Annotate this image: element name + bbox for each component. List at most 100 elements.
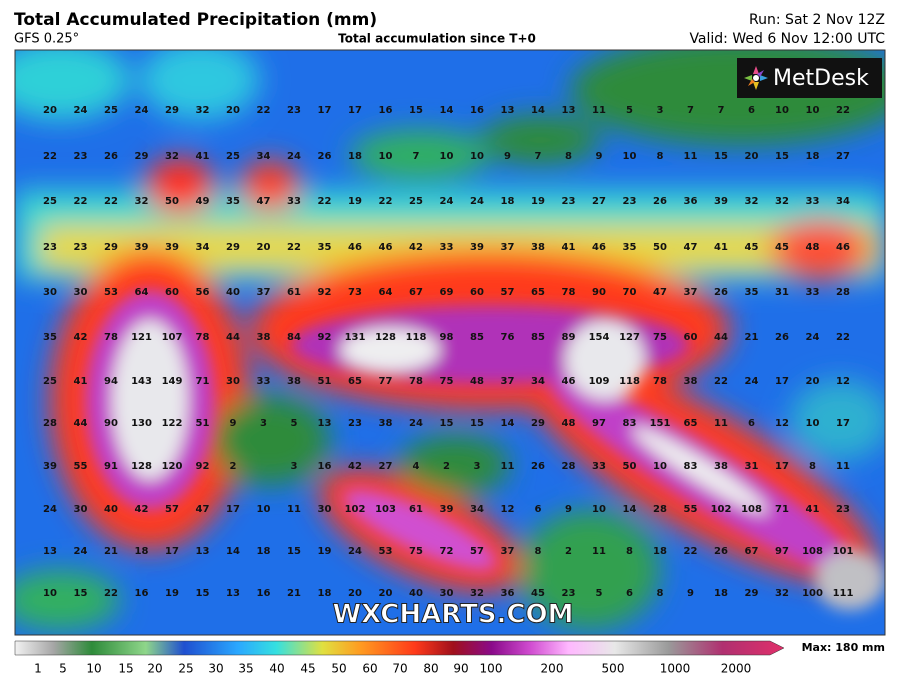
grid-value: 41 [74,376,88,387]
grid-value: 56 [196,287,210,298]
grid-value: 6 [535,504,542,515]
colorbar-label: 25 [178,662,193,676]
grid-value: 10 [775,105,789,116]
colorbar-label: 50 [331,662,346,676]
grid-value: 20 [257,242,271,253]
grid-value: 3 [474,461,481,472]
grid-value: 53 [379,546,393,557]
colorbar-label: 20 [147,662,162,676]
grid-value: 17 [775,461,789,472]
grid-value: 8 [626,546,633,557]
grid-value: 39 [714,196,728,207]
grid-value: 8 [565,151,572,162]
model: GFS 0.25° [14,32,79,47]
grid-value: 22 [714,376,728,387]
grid-value: 42 [348,461,362,472]
grid-value: 36 [501,588,515,599]
grid-value: 9 [596,151,603,162]
grid-value: 37 [501,376,515,387]
grid-value: 50 [165,196,179,207]
grid-value: 69 [440,287,454,298]
grid-value: 92 [318,332,332,343]
grid-value: 32 [745,196,759,207]
grid-value: 33 [806,196,820,207]
grid-value: 16 [470,105,484,116]
grid-value: 23 [43,242,57,253]
grid-value: 24 [409,418,423,429]
grid-value: 85 [531,332,545,343]
grid-value: 39 [440,504,454,515]
grid-value: 18 [348,151,362,162]
grid-value: 20 [745,151,759,162]
grid-value: 70 [623,287,637,298]
grid-value: 76 [501,332,515,343]
grid-value: 7 [687,105,694,116]
grid-value: 23 [287,105,301,116]
grid-value: 8 [809,461,816,472]
grid-value: 92 [196,461,210,472]
colorbar-label: 45 [300,662,315,676]
grid-value: 19 [318,546,332,557]
grid-value: 9 [230,418,237,429]
grid-value: 10 [470,151,484,162]
grid-value: 84 [287,332,301,343]
grid-value: 14 [531,105,545,116]
grid-value: 41 [196,151,210,162]
grid-value: 120 [162,461,183,472]
grid-value: 50 [653,242,667,253]
grid-value: 34 [196,242,210,253]
grid-value: 6 [626,588,633,599]
grid-value: 18 [653,546,667,557]
grid-value: 11 [684,151,698,162]
grid-value: 38 [287,376,301,387]
grid-value: 16 [318,461,332,472]
grid-value: 15 [470,418,484,429]
grid-value: 14 [226,546,240,557]
grid-value: 46 [592,242,606,253]
grid-value: 21 [287,588,301,599]
grid-value: 26 [531,461,545,472]
grid-value: 35 [318,242,332,253]
grid-value: 15 [714,151,728,162]
grid-value: 15 [74,588,88,599]
grid-value: 19 [165,588,179,599]
grid-value: 32 [196,105,210,116]
grid-value: 46 [836,242,850,253]
grid-value: 20 [43,105,57,116]
grid-value: 13 [562,105,576,116]
grid-value: 29 [135,151,149,162]
grid-value: 27 [379,461,393,472]
grid-value: 109 [589,376,610,387]
grid-value: 94 [104,376,118,387]
colorbar-label: 30 [208,662,223,676]
grid-value: 18 [806,151,820,162]
grid-value: 29 [745,588,759,599]
grid-value: 49 [196,196,210,207]
grid-value: 21 [745,332,759,343]
grid-value: 61 [409,504,423,515]
colorbar-label: 35 [238,662,253,676]
grid-value: 8 [657,151,664,162]
grid-value: 40 [104,504,118,515]
grid-value: 131 [345,332,366,343]
grid-value: 25 [43,376,57,387]
grid-value: 13 [196,546,210,557]
grid-value: 33 [440,242,454,253]
colorbar-label: 100 [480,662,503,676]
colorbar-label: 1000 [660,662,691,676]
grid-value: 7 [413,151,420,162]
grid-value: 34 [470,504,484,515]
value-grid: 20 24 25 24 29 32 20 22 23 17 17 16 15 14 16 13 14 13 11 5 3… [43,105,853,599]
grid-value: 24 [287,151,301,162]
grid-value: 18 [714,588,728,599]
grid-value: 33 [257,376,271,387]
grid-value: 21 [104,546,118,557]
grid-value: 28 [653,504,667,515]
grid-value: 34 [531,376,545,387]
grid-value: 10 [440,151,454,162]
colorbar [14,640,785,656]
grid-value: 143 [131,376,152,387]
grid-value: 26 [653,196,667,207]
logo-text: MetDesk [773,66,869,91]
grid-value: 33 [806,287,820,298]
